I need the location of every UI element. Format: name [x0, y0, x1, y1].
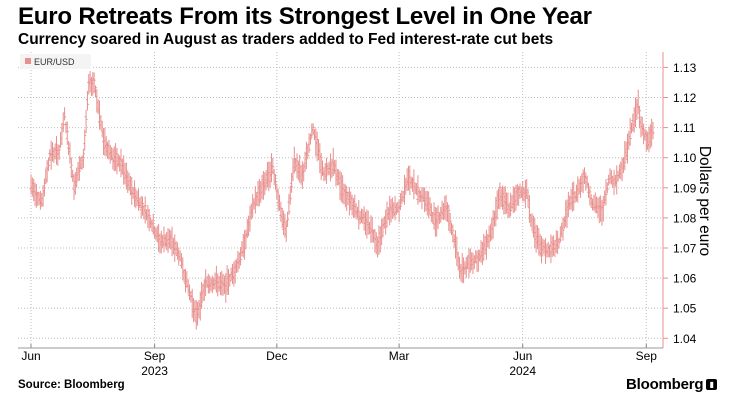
legend-box: [20, 54, 91, 69]
x-tick-label: Dec: [266, 349, 287, 363]
chart-subtitle: Currency soared in August as traders add…: [18, 31, 554, 48]
y-tick-label: 1.04: [673, 332, 697, 346]
y-tick-label: 1.06: [673, 272, 697, 286]
y-tick-label: 1.12: [673, 91, 697, 105]
x-tick-label: Jun: [21, 349, 40, 363]
x-tick-label: Mar: [389, 349, 410, 363]
x-tick-label: Jun: [513, 349, 532, 363]
price-range-bars: [29, 71, 655, 330]
bloomberg-logo: Bloomberg ▮: [626, 376, 718, 393]
logo-wordmark: Bloomberg: [626, 376, 704, 393]
y-tick-label: 1.05: [673, 302, 697, 316]
x-tick-label: Sep: [636, 349, 658, 363]
x-tick-label: Sep: [144, 349, 166, 363]
y-tick-label: 1.13: [673, 61, 697, 75]
y-tick-label: 1.10: [673, 151, 697, 165]
axes: 1.04 1.05 1.06 1.07 1.08 1.09 1.10 1.11 1.12 1.13…: [18, 52, 697, 378]
legend: EUR/USD: [20, 54, 91, 69]
x-year-label: 2023: [141, 364, 168, 378]
x-year-label: 2024: [509, 364, 536, 378]
y-tick-label: 1.11: [673, 121, 696, 135]
y-tick-label: 1.09: [673, 181, 697, 195]
legend-label: EUR/USD: [34, 57, 75, 67]
y-tick-label: 1.07: [673, 242, 697, 256]
source-note: Source: Bloomberg: [18, 379, 125, 391]
y-tick-label: 1.08: [673, 211, 697, 225]
y-axis-title: Dollars per euro: [696, 146, 713, 256]
chart-title: Euro Retreats From its Strongest Level i…: [18, 3, 592, 30]
grid-lines: [18, 52, 663, 347]
bloomberg-mark-icon: ▮: [706, 379, 718, 390]
legend-swatch: [25, 58, 31, 64]
